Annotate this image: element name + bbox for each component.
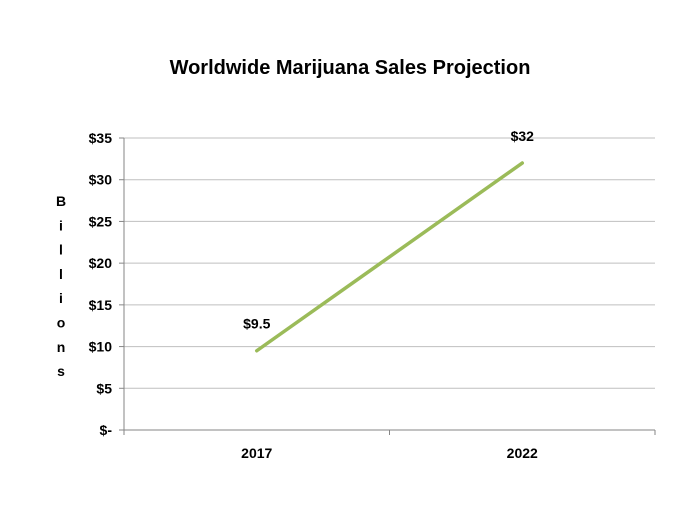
y-tick-label: $-: [100, 422, 113, 438]
y-axis-label-char: i: [59, 217, 63, 233]
y-tick-labels: $- $5 $10 $15 $20 $25 $30 $35: [89, 130, 113, 438]
y-tick-label: $20: [89, 255, 113, 271]
series-line: [255, 161, 524, 353]
gridlines: [124, 137, 655, 389]
y-axis-label-char: n: [57, 339, 66, 355]
data-label: $32: [511, 128, 535, 144]
y-axis-label-char: o: [57, 315, 66, 331]
y-tick-label: $5: [96, 380, 112, 396]
data-labels: $9.5 $32: [243, 128, 534, 332]
y-axis-label-char: B: [56, 193, 66, 209]
y-axis-label-char: s: [57, 363, 65, 379]
y-tick-label: $35: [89, 130, 113, 146]
y-tick-label: $30: [89, 172, 113, 188]
chart-title: Worldwide Marijuana Sales Projection: [170, 57, 531, 79]
y-tick-label: $25: [89, 213, 113, 229]
x-tick-label: 2022: [507, 445, 538, 461]
data-label: $9.5: [243, 316, 270, 332]
y-axis-label-char: i: [59, 290, 63, 306]
series: [255, 161, 524, 353]
x-tick-labels: 2017 2022: [241, 445, 538, 461]
y-tick-label: $15: [89, 297, 113, 313]
y-axis-label-char: l: [59, 242, 63, 258]
axes: [119, 137, 656, 435]
y-axis-label-char: l: [59, 266, 63, 282]
x-tick-label: 2017: [241, 445, 272, 461]
y-tick-label: $10: [89, 339, 113, 355]
